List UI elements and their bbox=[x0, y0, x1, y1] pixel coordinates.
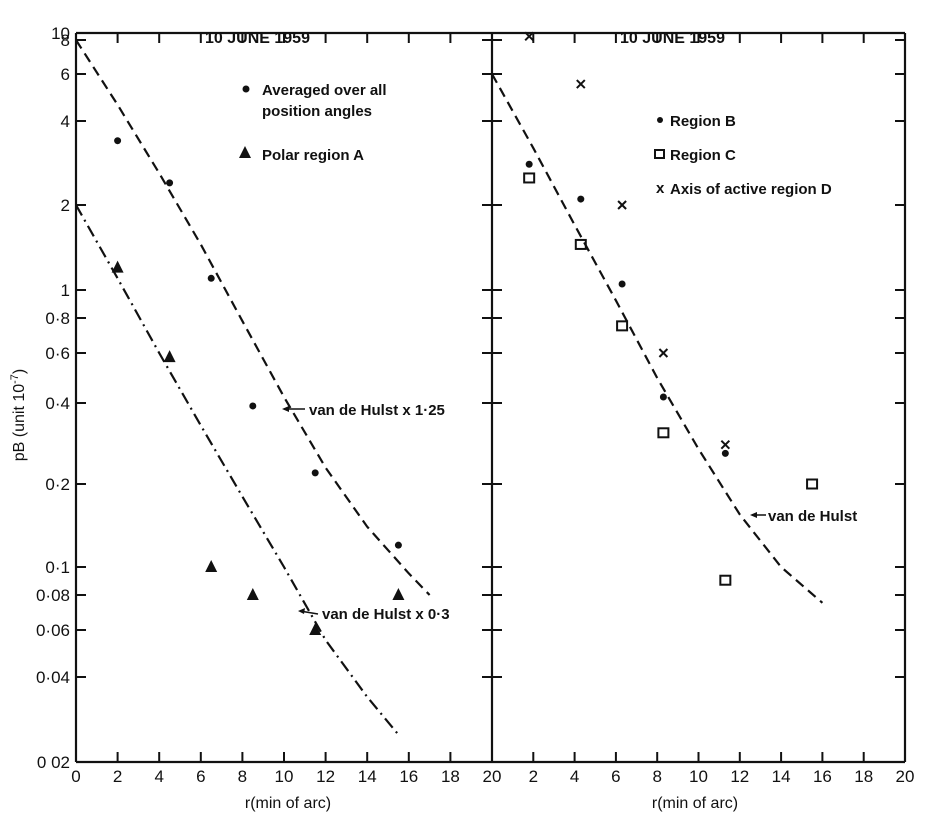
legend-dot-marker bbox=[242, 85, 250, 93]
y-tick-label: 0·2 bbox=[45, 475, 70, 494]
model-curves bbox=[75, 39, 824, 736]
x-tick-label: 20 bbox=[483, 767, 502, 786]
x-tick-label: 16 bbox=[813, 767, 832, 786]
y-tick-label: 6 bbox=[61, 65, 70, 84]
dot-marker bbox=[311, 469, 319, 477]
x-tick-label: 4 bbox=[570, 767, 579, 786]
y-tick-label: 0·1 bbox=[45, 558, 70, 577]
y-tick-label: 1 bbox=[61, 281, 70, 300]
y-tick-label: 10 bbox=[51, 24, 70, 43]
x-tick-label: 8 bbox=[652, 767, 661, 786]
x-tick-label: 10 bbox=[689, 767, 708, 786]
dot-marker bbox=[721, 449, 729, 457]
x-tick-label: 18 bbox=[441, 767, 460, 786]
triangle-marker bbox=[246, 588, 259, 600]
data-markers bbox=[111, 31, 819, 635]
legend-triangle-marker bbox=[239, 146, 251, 158]
y-tick-label: 4 bbox=[61, 112, 70, 131]
y-tick-label: 0·06 bbox=[36, 621, 70, 640]
x-tick-label: 6 bbox=[611, 767, 620, 786]
y-tick-label: 0·04 bbox=[36, 668, 70, 687]
model-curve bbox=[75, 204, 400, 736]
triangle-marker bbox=[163, 350, 176, 363]
model-curve bbox=[75, 39, 431, 596]
dot-marker bbox=[166, 179, 174, 187]
legend-square-marker-c bbox=[654, 149, 665, 159]
x-tick-label: 0 bbox=[71, 767, 80, 786]
y-tick-label: 0 02 bbox=[37, 753, 70, 772]
square-marker bbox=[616, 320, 629, 332]
annotation-vdh-03: van de Hulst x 0·3 bbox=[298, 606, 450, 623]
x-axis-label-right: r(min of arc) bbox=[652, 795, 738, 812]
x-tick-label: 6 bbox=[196, 767, 205, 786]
dot-marker bbox=[618, 280, 626, 288]
triangle-marker bbox=[205, 560, 218, 572]
triangle-marker bbox=[111, 260, 124, 273]
svg-text:van de Hulst x 0·3: van de Hulst x 0·3 bbox=[322, 606, 450, 623]
x-tick-label: 14 bbox=[358, 767, 377, 786]
y-tick-label: 8 bbox=[61, 31, 70, 50]
dot-marker bbox=[577, 195, 585, 203]
annotation-vdh-125: van de Hulst x 1·25 bbox=[282, 402, 445, 419]
legend-label-region-d: Axis of active region D bbox=[670, 181, 832, 198]
dot-marker bbox=[114, 137, 122, 145]
model-curve bbox=[491, 73, 824, 604]
axis-ticks bbox=[76, 32, 905, 763]
square-marker bbox=[574, 238, 587, 250]
y-tick-label: 2 bbox=[61, 196, 70, 215]
svg-text:van de Hulst x 1·25: van de Hulst x 1·25 bbox=[309, 402, 445, 419]
x-tick-label: 2 bbox=[529, 767, 538, 786]
x-tick-label: 20 bbox=[896, 767, 915, 786]
x-tick-label: 14 bbox=[772, 767, 791, 786]
dot-marker bbox=[659, 393, 667, 401]
left-panel-title: 10 JUNE 1959 bbox=[205, 30, 310, 47]
y-tick-label: 0·6 bbox=[45, 344, 70, 363]
x-tick-label: 10 bbox=[275, 767, 294, 786]
square-marker bbox=[523, 172, 536, 184]
annotation-vdh: van de Hulst bbox=[750, 508, 857, 525]
dot-marker bbox=[207, 274, 215, 282]
legend-dot-marker-b bbox=[657, 117, 663, 123]
cross-marker bbox=[658, 348, 669, 358]
legend-label-region-b: Region B bbox=[670, 113, 736, 130]
legend-label-averaged: Averaged over all bbox=[262, 82, 387, 99]
x-axis-label-left: r(min of arc) bbox=[245, 795, 331, 812]
left-plot-frame bbox=[74, 31, 494, 764]
dot-marker bbox=[525, 160, 533, 168]
right-panel-title: 10 JUNE 1959 bbox=[620, 30, 725, 47]
cross-marker bbox=[576, 79, 586, 89]
y-tick-label: 0·08 bbox=[36, 586, 70, 605]
legend-label-region-c: Region C bbox=[670, 147, 736, 164]
square-marker bbox=[657, 427, 670, 439]
cross-marker bbox=[617, 200, 627, 210]
y-tick-label: 0·8 bbox=[45, 309, 70, 328]
dot-marker bbox=[249, 402, 257, 410]
cross-marker bbox=[524, 31, 534, 42]
x-tick-label: 12 bbox=[316, 767, 335, 786]
right-plot-frame bbox=[492, 31, 907, 764]
square-marker bbox=[719, 574, 732, 586]
legend-label-polar: Polar region A bbox=[262, 147, 364, 164]
x-tick-label: 18 bbox=[854, 767, 873, 786]
triangle-marker bbox=[309, 623, 322, 635]
legend-cross-marker-d: x bbox=[656, 180, 665, 197]
triangle-marker bbox=[392, 588, 405, 600]
x-tick-label: 12 bbox=[730, 767, 749, 786]
svg-text:van de Hulst: van de Hulst bbox=[768, 508, 857, 525]
legend-label-averaged-line2: position angles bbox=[262, 103, 372, 120]
y-tick-label: 0·4 bbox=[45, 394, 70, 413]
x-tick-label: 2 bbox=[113, 767, 122, 786]
square-marker bbox=[806, 478, 819, 490]
x-tick-label: 4 bbox=[154, 767, 163, 786]
x-tick-label: 8 bbox=[238, 767, 247, 786]
cross-marker bbox=[720, 439, 731, 450]
y-axis-label: pB (unit 10-7) bbox=[9, 369, 28, 462]
x-axis-tick-labels: 0 2 4 6 8 10 12 14 16 18 20 2 4 6 8 10 12 14 16 18 20 bbox=[71, 767, 914, 786]
x-tick-label: 16 bbox=[399, 767, 418, 786]
y-axis-tick-labels: 108 6 4 2 1 0·8 0·6 0·4 0·2 0·1 0·08 0·06 0·04 0 02 bbox=[36, 24, 70, 772]
dot-marker bbox=[394, 541, 402, 549]
